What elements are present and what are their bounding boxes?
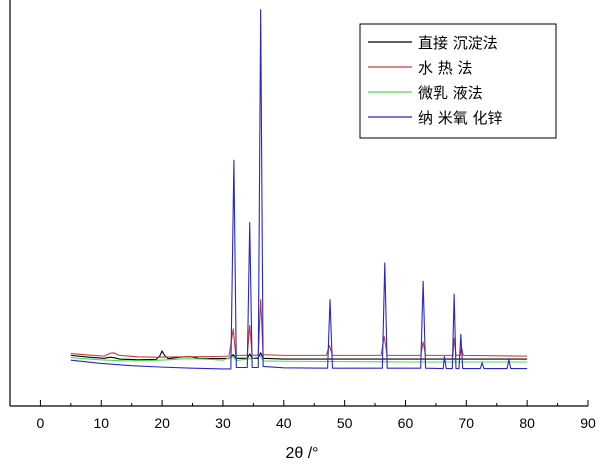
x-tick-label: 0 [37,415,45,431]
legend-entry: 水 热 法 [418,59,473,77]
series-layer [70,9,528,370]
x-tick-label: 10 [93,415,109,431]
legend-entry: 直接 沉淀法 [418,34,498,52]
series-line-3 [70,355,528,363]
series-line-1 [70,350,528,361]
series-line-2 [70,299,528,358]
x-tick-label: 20 [154,415,170,431]
legend-entry: 纳 米氧 化锌 [418,109,503,127]
series-line-4 [70,9,528,370]
legend-entry: 微乳 液法 [418,84,483,102]
x-tick-label: 70 [459,415,475,431]
x-tick-label: 60 [398,415,414,431]
x-tick-label: 40 [276,415,292,431]
x-tick-label: 50 [337,415,353,431]
legend-box [359,23,557,139]
x-axis-label: 2θ /° [285,445,318,462]
x-tick-label: 30 [215,415,231,431]
plot-frame [9,0,588,407]
x-tick-label: 90 [580,415,596,431]
x-tick-label: 80 [519,415,535,431]
x-axis-ticks: 0 10 20 30 40 50 60 70 80 90 [37,400,596,431]
